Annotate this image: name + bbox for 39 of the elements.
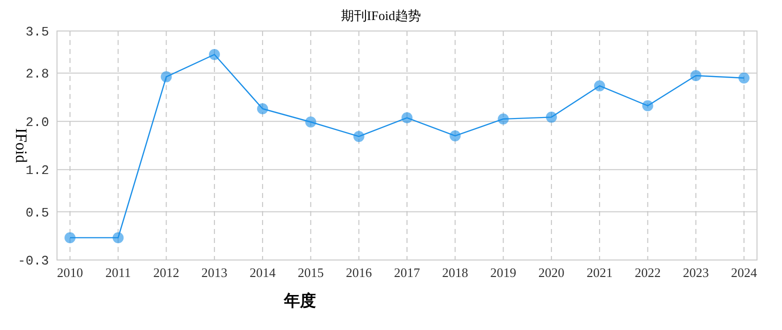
y-tick-label: 2.0: [26, 114, 49, 130]
point: [402, 112, 412, 124]
point: [160, 71, 172, 82]
y-tick-label: 2.8: [26, 66, 49, 82]
point: [353, 130, 364, 142]
x-tick-label: 2012: [153, 265, 180, 280]
point: [690, 70, 702, 82]
y-tick-label: 3.5: [26, 24, 49, 40]
x-tick-label: 2021: [586, 265, 613, 280]
x-tick-label: 2010: [57, 265, 83, 280]
y-axis-title: IFoid: [12, 128, 29, 163]
x-tick-label: 2017: [394, 265, 420, 280]
point: [208, 49, 220, 60]
point: [498, 113, 509, 124]
point: [546, 112, 557, 123]
x-axis-title: 年度: [283, 291, 316, 310]
chart-title: 期刊IFoid趋势: [340, 8, 422, 23]
x-tick-label: 2016: [346, 265, 372, 280]
point: [594, 80, 606, 92]
y-tick-label: 1.2: [26, 163, 49, 178]
point: [450, 130, 461, 142]
x-tick-label: 2014: [250, 265, 276, 280]
x-tick-label: 2024: [731, 265, 758, 280]
point: [305, 116, 316, 128]
x-tick-label: 2022: [634, 265, 661, 280]
x-tick-label: 2023: [682, 265, 709, 280]
point: [257, 103, 268, 114]
x-tick-label: 2018: [442, 265, 468, 280]
point: [64, 232, 76, 244]
point: [112, 232, 124, 244]
x-tick-label: 2020: [538, 265, 564, 280]
x-tick-label: 2011: [105, 265, 131, 280]
y-tick-label: 0.5: [26, 205, 49, 220]
y-tick-label: -0.3: [18, 254, 49, 269]
x-tick-label: 2015: [298, 265, 324, 280]
x-tick-label: 2013: [201, 265, 228, 280]
point: [738, 72, 750, 84]
point: [642, 100, 654, 112]
x-tick-label: 2019: [490, 265, 516, 280]
